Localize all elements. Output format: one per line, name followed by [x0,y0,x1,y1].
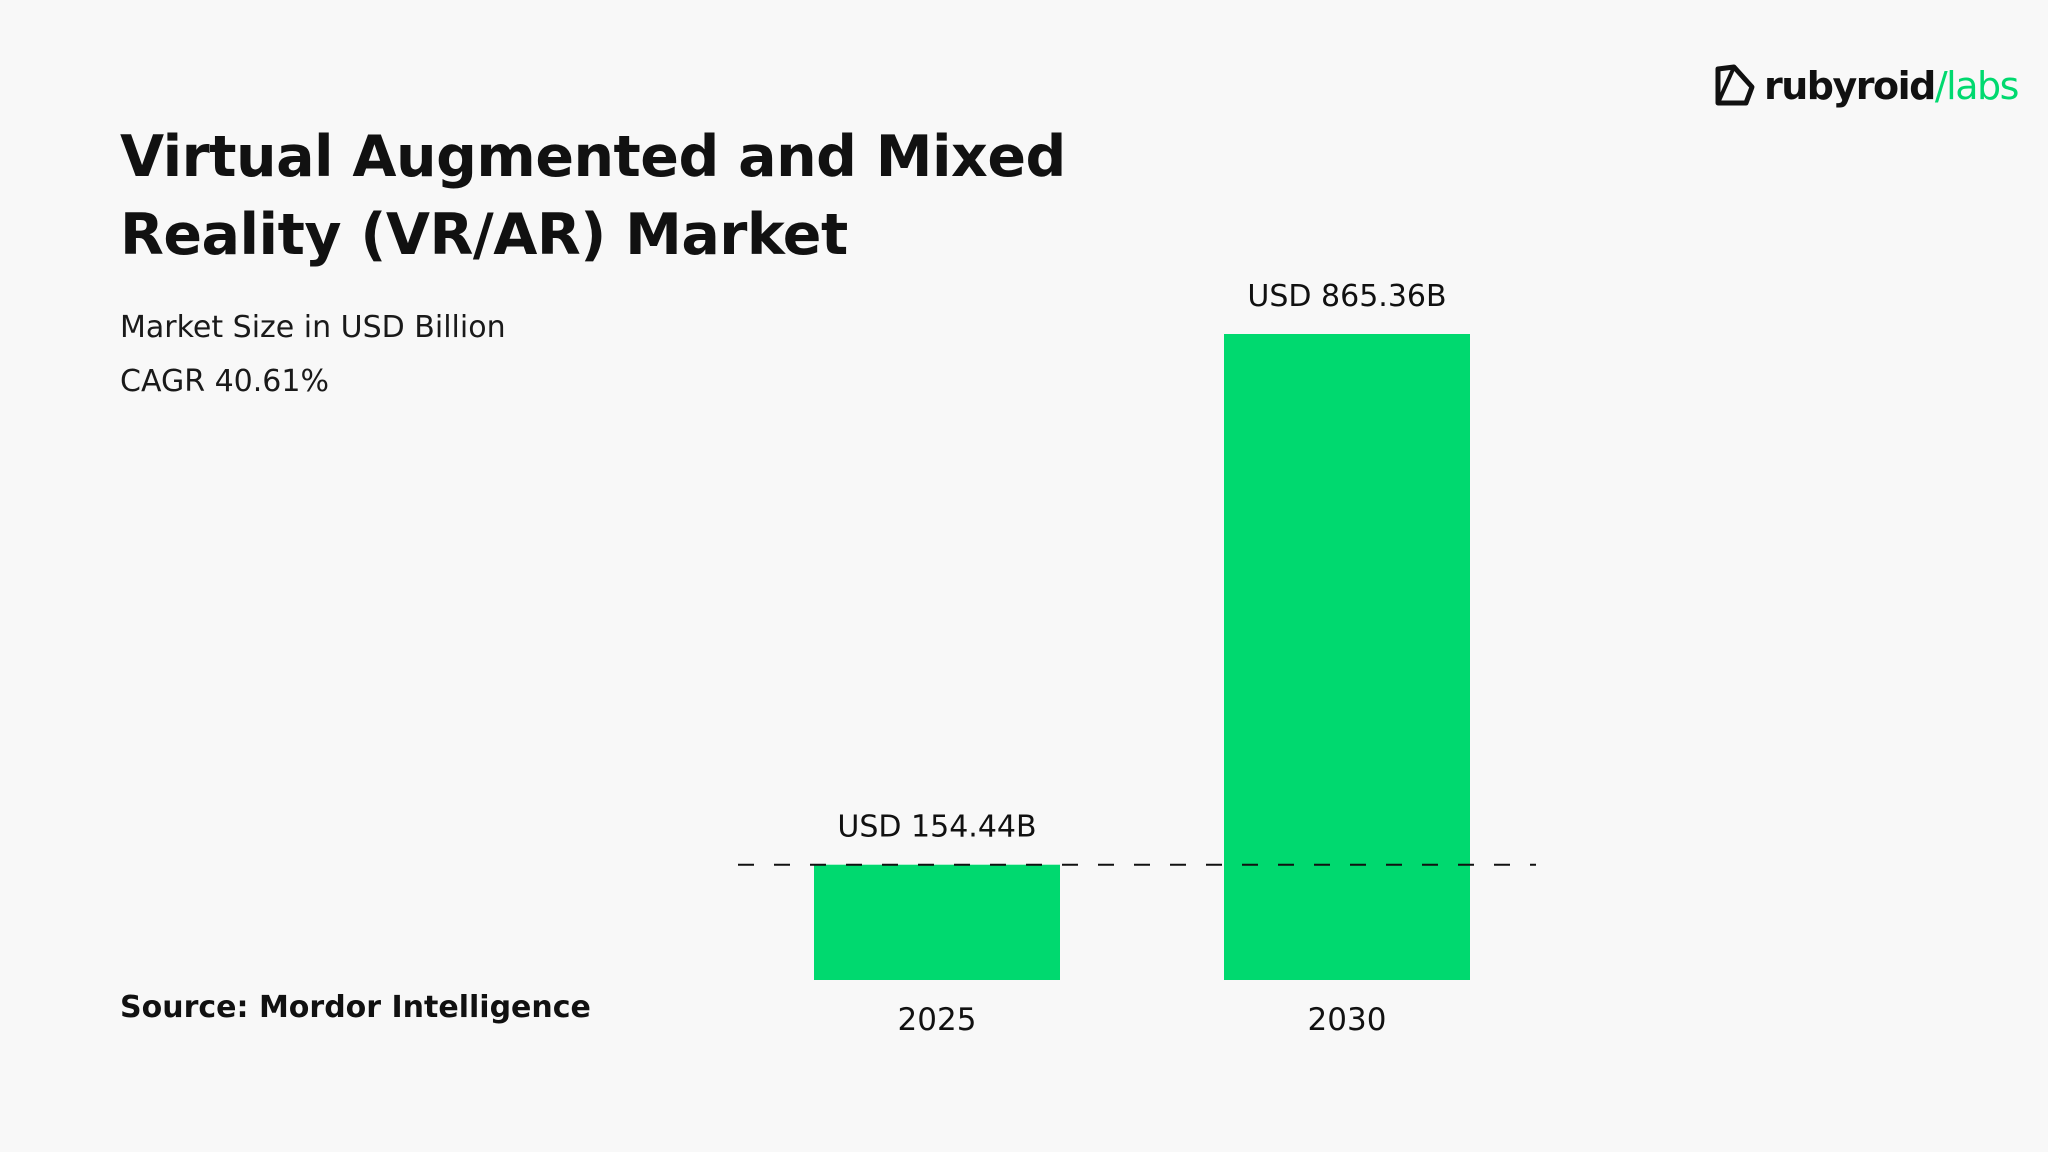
logo-wordmark: rubyroid/labs [1764,64,2020,108]
brand-logo: rubyroid/labs [1712,56,2020,116]
logo-text-accent: /labs [1934,64,2020,108]
source-note: Source: Mordor Intelligence [120,990,591,1025]
chart-subtitle: Market Size in USD Billion [120,310,506,345]
title-line-1: Virtual Augmented and Mixed [120,124,1066,190]
title-line-2: Reality (VR/AR) Market [120,202,848,268]
logo-text-main: rubyroid [1764,64,1936,108]
bar-2030 [1224,334,1470,980]
x-tick-label-2030: 2030 [1308,1002,1387,1038]
page-title: Virtual Augmented and Mixed Reality (VR/… [120,118,1120,274]
data-label-2030: USD 865.36B [1247,279,1446,314]
x-tick-label-2025: 2025 [898,1002,977,1038]
rubyroid-logo-icon [1715,64,1755,106]
cagr-label: CAGR 40.61% [120,364,329,399]
bar-2025 [814,864,1060,980]
data-label-2025: USD 154.44B [837,810,1036,845]
